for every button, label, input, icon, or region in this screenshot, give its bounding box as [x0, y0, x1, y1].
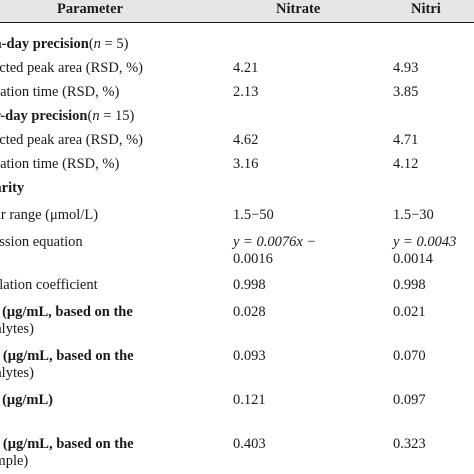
nitrite-value: 4.12	[393, 156, 419, 172]
nitrite-value: y = 0.0043	[393, 234, 457, 250]
nitrite-value: 1.5−30	[393, 207, 434, 223]
nitrite-value: 0.323	[393, 436, 426, 452]
row-label: D (μg/mL, based on the	[0, 304, 133, 320]
nitrite-value: 3.85	[393, 84, 419, 100]
row-label: gration time (RSD, %)	[0, 156, 120, 172]
nitrate-value: 3.16	[233, 156, 259, 172]
nitrate-value: 0.998	[233, 277, 266, 293]
nitrate-value: 0.093	[233, 348, 266, 364]
row-label: relation coefficient	[0, 277, 98, 293]
nitrate-value-line2: 0.0016	[233, 251, 273, 267]
row-label: er-day precision	[0, 108, 88, 124]
row-label: ression equation	[0, 234, 83, 250]
n-variable: n	[92, 108, 100, 124]
nitrite-value-line2: 0.0014	[393, 251, 433, 267]
nitrate-value: 1.5−50	[233, 207, 274, 223]
row-label: ear range (μmol/L)	[0, 207, 99, 223]
nitrite-value: 0.070	[393, 348, 426, 364]
row-label: Q (μg/mL, based on the	[0, 348, 134, 364]
nitrate-value: 0.403	[233, 436, 266, 452]
row-label: ra-day precision	[0, 36, 89, 52]
row-label: rected peak area (RSD, %)	[0, 132, 143, 148]
nitrite-value: 4.71	[393, 132, 419, 148]
row-label: earity	[0, 180, 25, 196]
n-variable: n	[93, 36, 101, 52]
row-label: rected peak area (RSD, %)	[0, 60, 143, 76]
nitrite-value: 0.998	[393, 277, 426, 293]
header-rule	[0, 22, 474, 23]
nitrite-value: 0.097	[393, 392, 426, 408]
row-label: D (μg/mL)	[0, 392, 54, 408]
table-header: Parameter Nitrate Nitri	[0, 0, 474, 22]
n-value: = 15)	[99, 108, 135, 124]
nitrate-value: 0.028	[233, 304, 266, 320]
row-label-line2: ample)	[0, 453, 29, 469]
nitrate-value: 4.21	[233, 60, 259, 76]
n-value: = 5)	[100, 36, 129, 52]
header-nitrite: Nitri	[411, 1, 441, 17]
nitrate-value: y = 0.0076x −	[233, 234, 317, 250]
nitrate-value: 4.62	[233, 132, 259, 148]
nitrite-value: 4.93	[393, 60, 419, 76]
header-parameter: Parameter	[57, 1, 124, 17]
nitrate-value: 0.121	[233, 392, 266, 408]
nitrite-value: 0.021	[393, 304, 426, 320]
row-label: gration time (RSD, %)	[0, 84, 120, 100]
row-label: Q (μg/mL, based on the	[0, 436, 134, 452]
row-label-line2: nalytes)	[0, 365, 34, 381]
header-nitrate: Nitrate	[276, 1, 321, 17]
row-label-line2: nalytes)	[0, 321, 34, 337]
nitrate-value: 2.13	[233, 84, 259, 100]
